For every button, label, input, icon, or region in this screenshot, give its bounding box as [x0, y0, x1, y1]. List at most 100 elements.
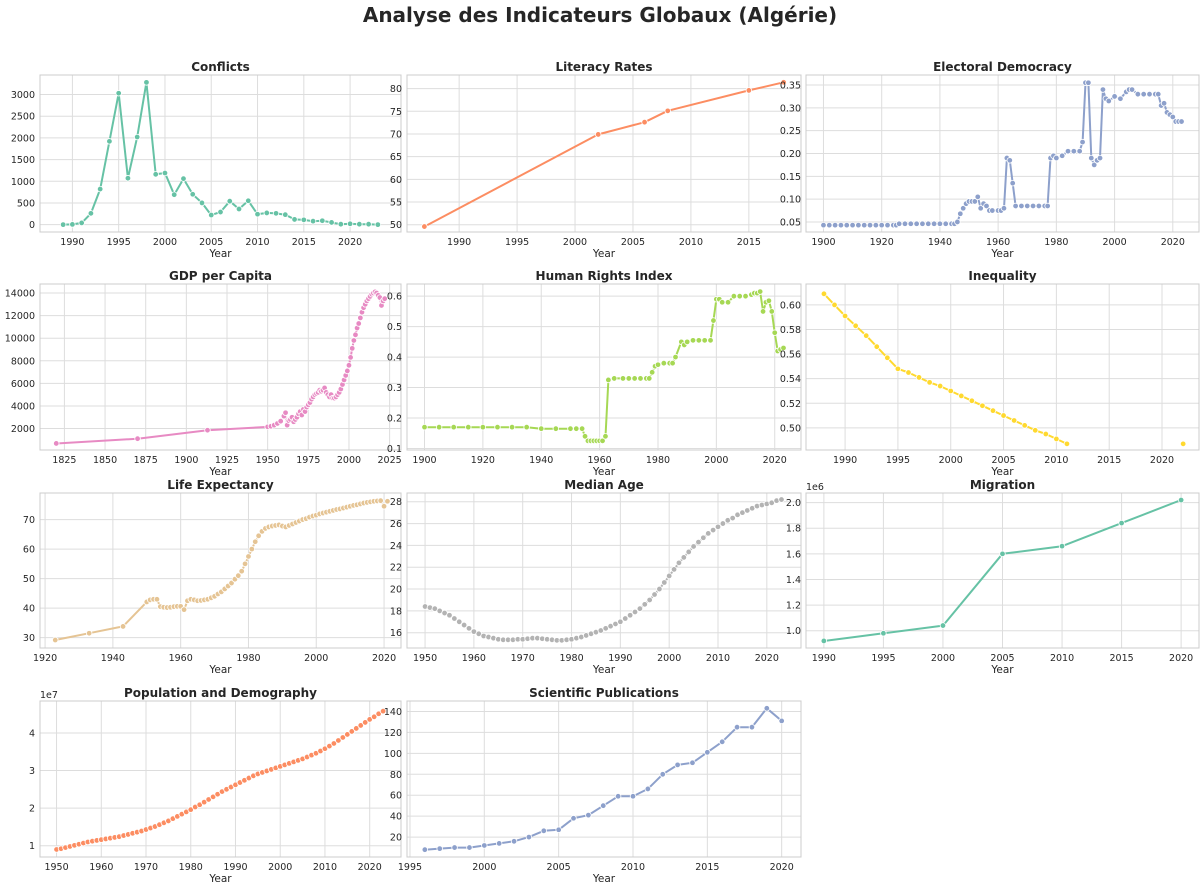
data-point	[689, 337, 697, 344]
data-point	[979, 402, 986, 409]
y-tick-label: 2000	[11, 133, 35, 144]
x-tick-label: 2015	[1097, 455, 1121, 466]
data-point	[153, 596, 161, 603]
data-point	[884, 354, 891, 361]
data-point	[1063, 440, 1071, 448]
data-point	[1035, 202, 1043, 210]
data-point	[1053, 154, 1060, 162]
data-point	[1029, 202, 1037, 210]
data-point	[198, 199, 206, 207]
data-point	[356, 220, 363, 228]
data-point	[646, 596, 653, 604]
data-point	[656, 585, 663, 593]
data-point	[1117, 95, 1124, 102]
panel-title: GDP per Capita	[169, 269, 272, 283]
data-point	[1134, 90, 1142, 98]
data-point	[872, 221, 880, 229]
data-point	[348, 728, 355, 735]
data-point	[930, 220, 938, 227]
data-point	[1146, 90, 1153, 98]
data-point	[849, 221, 856, 229]
y-tick-label: 2	[29, 804, 35, 815]
data-point	[466, 844, 473, 851]
y-tick-label: 75	[390, 107, 402, 118]
data-point	[282, 409, 289, 416]
data-point	[85, 630, 93, 637]
data-point	[745, 87, 753, 94]
data-point	[180, 175, 187, 182]
data-point	[1105, 97, 1112, 105]
y-tick-label: 0.20	[780, 149, 801, 160]
panel-title: Migration	[970, 478, 1035, 492]
x-tick-label: 1970	[511, 653, 535, 664]
data-point	[350, 337, 358, 344]
panel-title: Human Rights Index	[536, 269, 673, 283]
series-line	[55, 499, 389, 641]
data-point	[1058, 152, 1066, 159]
y-tick-label: 3	[29, 766, 35, 777]
x-tick-label: 2000	[704, 455, 728, 466]
data-point	[337, 220, 345, 228]
data-point	[370, 713, 378, 720]
data-point	[357, 314, 364, 322]
data-point	[374, 221, 382, 228]
y-tick-label: 0.56	[780, 350, 801, 361]
x-tick-label: 1920	[870, 237, 894, 248]
x-tick-label: 1900	[811, 237, 835, 248]
x-tick-label: 1980	[646, 455, 670, 466]
data-point	[631, 608, 639, 616]
x-axis-label: Year	[208, 664, 232, 676]
data-point	[1079, 138, 1086, 146]
y-tick-label: 1000	[11, 177, 35, 188]
data-point	[1000, 205, 1008, 212]
data-point	[1024, 202, 1031, 210]
data-point	[926, 379, 933, 386]
data-point	[171, 191, 178, 198]
data-point	[895, 220, 903, 227]
data-point	[540, 827, 547, 835]
data-point	[939, 622, 947, 629]
data-point	[695, 538, 702, 546]
data-point	[248, 545, 256, 553]
data-point	[1085, 79, 1092, 86]
data-point	[1000, 412, 1007, 419]
x-tick-label: 2015	[1109, 653, 1133, 664]
data-point	[421, 423, 428, 431]
data-point	[451, 615, 458, 622]
y-tick-label: 1.8	[786, 524, 801, 535]
data-point	[989, 407, 997, 414]
y-tick-label: 14000	[5, 289, 35, 300]
plot-frame	[406, 283, 802, 451]
x-axis-label: Year	[208, 248, 232, 260]
data-point	[957, 210, 964, 217]
panel-title: Median Age	[564, 478, 644, 492]
y-tick-label: 1500	[11, 155, 35, 166]
x-axis-label: Year	[208, 873, 232, 885]
x-tick-label: 2015	[695, 862, 719, 873]
data-point	[346, 220, 354, 227]
data-point	[654, 361, 662, 368]
panel-title: Life Expectancy	[167, 478, 274, 492]
axis-scale-label: 1e6	[806, 482, 824, 493]
panel-title: Inequality	[968, 269, 1036, 283]
data-point	[837, 221, 845, 229]
y-tick-label: 0.10	[780, 195, 801, 206]
data-point	[602, 433, 609, 440]
data-point	[204, 427, 211, 434]
data-point	[644, 785, 652, 793]
y-tick-label: 30	[23, 633, 35, 644]
x-tick-label: 2000	[153, 237, 177, 248]
data-point	[960, 205, 967, 212]
series-line	[424, 707, 783, 851]
x-tick-label: 1950	[413, 653, 437, 664]
data-point	[1177, 496, 1185, 504]
data-point	[381, 295, 388, 302]
y-tick-label: 0.50	[780, 423, 801, 434]
y-tick-label: 100	[384, 749, 402, 760]
data-point	[672, 353, 679, 361]
data-point	[974, 193, 981, 201]
data-point	[510, 838, 518, 845]
x-tick-label: 2000	[337, 455, 361, 466]
y-tick-label: 500	[17, 198, 35, 209]
data-point	[999, 550, 1006, 558]
